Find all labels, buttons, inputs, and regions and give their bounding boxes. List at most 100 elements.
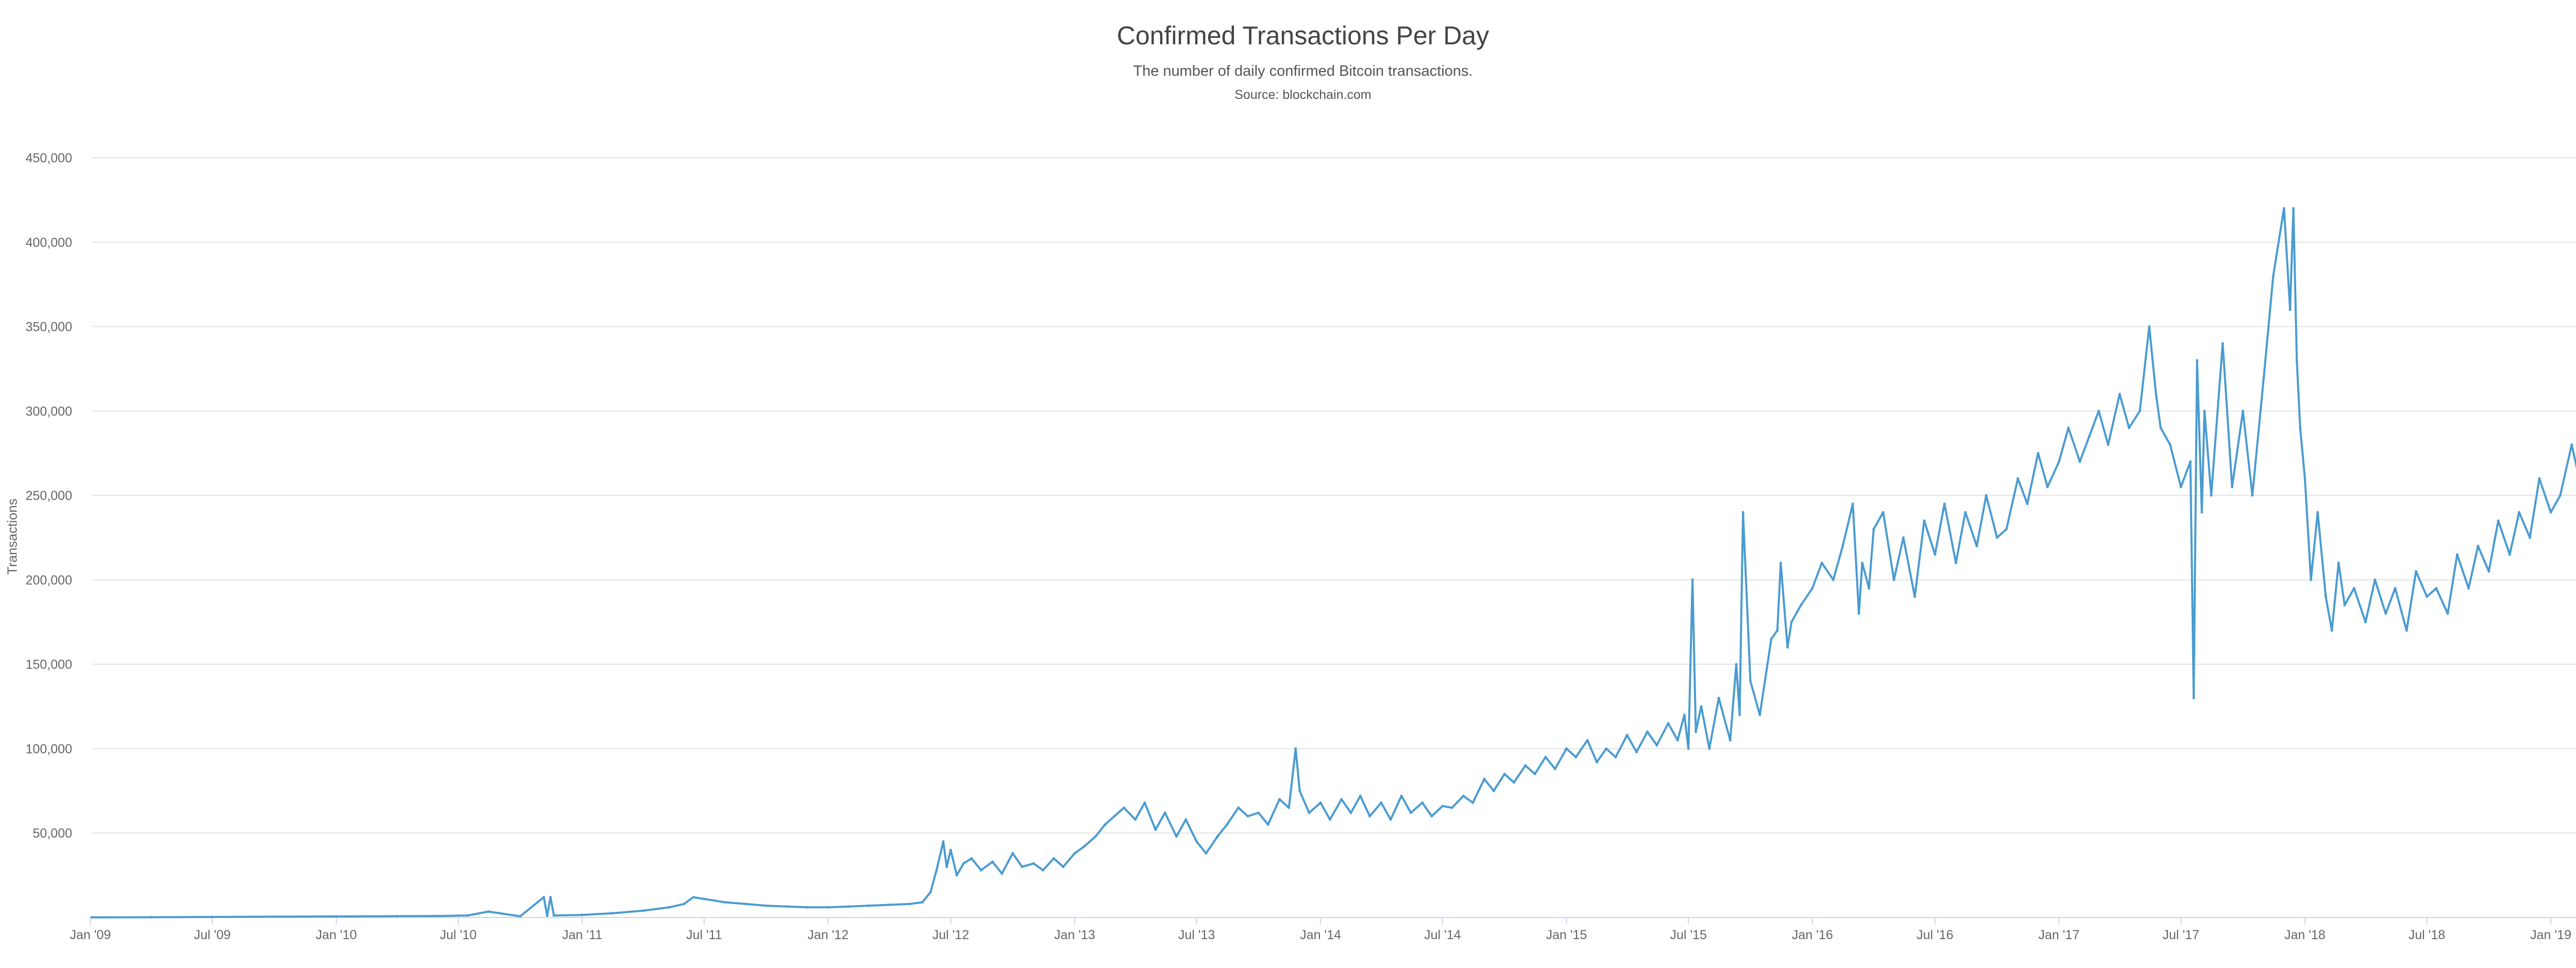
data-point	[1691, 578, 1694, 581]
x-tick-label: Jan '10	[316, 928, 357, 942]
data-point	[2282, 207, 2285, 210]
data-point	[2138, 409, 2141, 412]
data-point	[1923, 519, 1926, 522]
data-point	[1533, 773, 1536, 776]
y-tick-label: 450,000	[26, 151, 72, 165]
data-point	[2128, 426, 2130, 429]
data-point	[2159, 426, 2162, 429]
data-point	[1749, 679, 1752, 682]
data-point	[1462, 794, 1465, 797]
data-point	[1380, 801, 1383, 804]
data-point	[806, 906, 809, 909]
data-point	[1975, 544, 1978, 547]
data-point	[2005, 528, 2008, 531]
data-point	[1605, 747, 1608, 750]
data-point	[1524, 764, 1527, 767]
series-line	[91, 207, 2576, 919]
data-point	[1113, 815, 1116, 817]
data-point	[1450, 806, 1453, 809]
data-point	[2364, 621, 2367, 624]
data-point	[1492, 789, 1495, 792]
data-point	[2196, 359, 2198, 362]
data-point	[2343, 604, 2346, 607]
data-point	[1104, 823, 1107, 826]
data-point	[1553, 767, 1556, 771]
data-point	[2303, 477, 2307, 480]
data-point	[1614, 756, 1617, 759]
data-point	[929, 891, 932, 894]
data-point	[1683, 713, 1686, 716]
data-point	[1226, 823, 1228, 826]
data-point	[1728, 739, 1732, 742]
x-tick-label: Jan '13	[1054, 928, 1095, 942]
data-point	[2467, 587, 2470, 590]
data-point	[1625, 733, 1629, 737]
data-point	[979, 869, 982, 872]
data-point	[1902, 536, 1905, 539]
data-point	[2435, 587, 2438, 590]
data-point	[1195, 840, 1198, 843]
data-point	[1676, 739, 1679, 742]
data-point	[942, 840, 945, 843]
data-point	[1349, 811, 1352, 814]
data-point	[2078, 460, 2081, 463]
data-point	[1943, 503, 1946, 505]
data-point	[611, 912, 614, 915]
data-point	[1483, 777, 1486, 780]
data-point	[2455, 553, 2459, 556]
x-tick-label: Jan '15	[1546, 928, 1587, 942]
data-point	[1735, 663, 1738, 666]
data-point	[1175, 835, 1178, 838]
data-point	[1082, 845, 1086, 848]
data-point	[945, 865, 948, 869]
y-tick-label: 300,000	[26, 404, 72, 419]
data-point	[1786, 646, 1789, 649]
data-point	[1717, 696, 1720, 699]
data-point	[888, 903, 891, 906]
data-point	[2168, 443, 2172, 446]
data-point	[2067, 426, 2070, 429]
data-point	[1934, 553, 1937, 556]
data-point	[1586, 739, 1589, 742]
data-point	[2179, 486, 2182, 489]
data-point	[1565, 747, 1568, 750]
data-point	[2477, 544, 2480, 547]
data-point	[2330, 629, 2333, 632]
data-point	[1205, 852, 1208, 855]
x-tick-label: Jan '19	[2530, 928, 2571, 942]
y-tick-label: 250,000	[26, 489, 72, 503]
data-point	[1655, 744, 1658, 747]
data-point	[552, 914, 555, 917]
data-point	[1143, 801, 1146, 804]
data-point	[2316, 511, 2319, 514]
data-point	[2189, 460, 2192, 463]
data-point	[1359, 794, 1362, 797]
data-point	[1134, 818, 1137, 821]
data-point	[683, 903, 685, 906]
data-point	[2046, 486, 2049, 489]
data-point	[1995, 536, 1998, 539]
x-tick-label: Jan '18	[2284, 928, 2326, 942]
y-tick-label: 150,000	[26, 658, 72, 672]
data-point	[2508, 553, 2511, 556]
x-tick-label: Jan '16	[1792, 928, 1833, 942]
data-point	[2405, 629, 2408, 632]
data-point	[991, 860, 994, 863]
x-tick-label: Jan '14	[1300, 928, 1341, 942]
data-point	[1694, 730, 1698, 733]
data-point	[466, 914, 469, 917]
x-tick-label: Jul '13	[1178, 928, 1215, 942]
data-point	[2289, 308, 2292, 311]
data-point	[1964, 511, 1967, 514]
data-point	[2292, 207, 2295, 210]
data-point	[1872, 528, 1875, 531]
data-point	[1400, 794, 1403, 797]
data-point	[1216, 835, 1219, 838]
data-point	[1868, 587, 1871, 590]
data-point	[1503, 773, 1506, 776]
data-point	[1811, 587, 1814, 590]
data-point	[2272, 274, 2275, 277]
data-point	[1985, 494, 1988, 497]
data-point	[2570, 443, 2573, 446]
data-point	[1646, 730, 1649, 733]
